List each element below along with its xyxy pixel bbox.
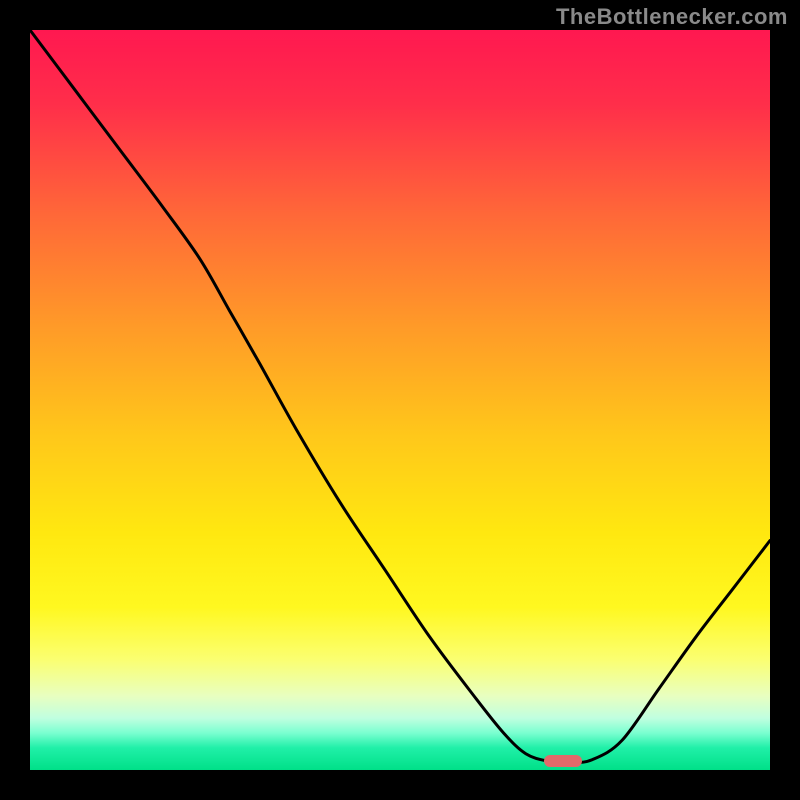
plot-area: [30, 30, 770, 770]
chart-frame: TheBottlenecker.com: [0, 0, 800, 800]
watermark-text: TheBottlenecker.com: [556, 4, 788, 30]
optimal-marker: [544, 755, 582, 767]
curve-layer: [30, 30, 770, 770]
bottleneck-curve: [30, 30, 770, 763]
